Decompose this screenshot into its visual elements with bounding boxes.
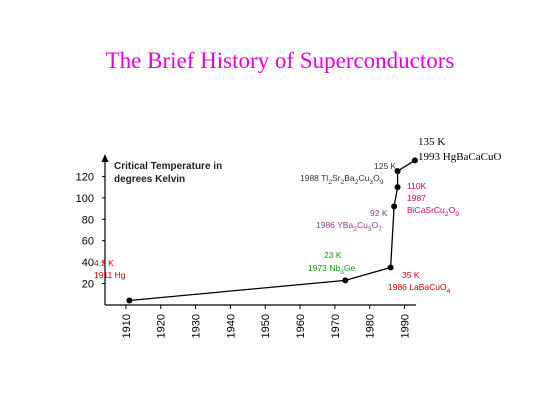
annotation-part: Cu xyxy=(358,173,369,183)
x-tick-label: 1930 xyxy=(191,314,203,338)
annotation-part: O xyxy=(449,205,456,215)
annotation-part: 4 xyxy=(447,288,451,295)
annotation-part: 9 xyxy=(455,211,459,218)
y-axis-arrow xyxy=(101,154,109,162)
x-tick-label: 1910 xyxy=(121,314,133,338)
annotation-part: 1986 YBa xyxy=(316,220,353,230)
annotation: 110K xyxy=(407,181,427,191)
annotation: 1987 xyxy=(407,193,426,203)
annotation-part: 3 xyxy=(340,269,344,276)
annotation-part: O xyxy=(373,173,380,183)
annotation-part: 125 K xyxy=(374,161,397,171)
annotation: BiCaSrCu2O9 xyxy=(407,205,459,218)
annotation-part: Sr xyxy=(332,173,341,183)
annotation-part: 2 xyxy=(353,226,357,233)
annotation-part: 3 xyxy=(368,226,372,233)
axis-label: degrees Kelvin xyxy=(114,174,185,185)
x-tick-label: 1950 xyxy=(260,314,272,338)
annotation-part: 110K xyxy=(407,181,427,191)
annotation-part: 7 xyxy=(378,226,382,233)
y-tick-label: 120 xyxy=(76,171,94,183)
annotation-part: 1987 xyxy=(407,193,426,203)
annotation-part: Ge xyxy=(344,263,356,273)
marker xyxy=(342,277,349,284)
annotation-part: 1973 Nb xyxy=(308,263,340,273)
annotation: 135 K xyxy=(418,136,445,148)
annotation: 1993 HgBaCaCuO xyxy=(418,151,501,163)
y-tick-label: 100 xyxy=(76,193,94,205)
annotation-part: 2 xyxy=(355,179,359,186)
annotation: 125 K xyxy=(374,161,397,171)
x-tick-label: 1980 xyxy=(365,314,377,338)
annotation-part: 4.2 K xyxy=(94,258,114,268)
x-tick-label: 1960 xyxy=(295,314,307,338)
marker xyxy=(394,168,401,175)
y-tick-label: 20 xyxy=(82,279,94,291)
annotation-part: 23 K xyxy=(324,250,342,260)
marker xyxy=(387,264,394,271)
x-tick-label: 1920 xyxy=(156,314,168,338)
annotation-part: 92 K xyxy=(370,208,388,218)
annotation-part: 1986 LaBaCuO xyxy=(388,282,447,292)
marker xyxy=(394,184,401,191)
annotation-part: BiCaSrCu xyxy=(407,205,445,215)
y-tick-label: 80 xyxy=(82,214,94,226)
annotation-part: 2 xyxy=(340,179,344,186)
annotation: 92 K xyxy=(370,208,388,218)
annotation-part: 2 xyxy=(445,211,449,218)
x-tick-label: 1970 xyxy=(330,314,342,338)
y-tick-label: 40 xyxy=(82,257,94,269)
annotation: 23 K xyxy=(324,250,342,260)
marker xyxy=(126,297,133,304)
annotation-part: 2 xyxy=(328,179,332,186)
annotation-part: Ba xyxy=(344,173,355,183)
annotation-part: O xyxy=(372,220,379,230)
axis-label: Critical Temperature in xyxy=(114,161,222,172)
annotation: 1988 Tl2Sr2Ba2Cu3O9 xyxy=(300,173,384,186)
annotation: 1911 Hg xyxy=(94,270,126,280)
annotation-part: 1911 Hg xyxy=(94,270,126,280)
marker xyxy=(412,157,418,164)
annotation: 1986 YBa2Cu3O7 xyxy=(316,220,382,233)
x-tick-label: 1990 xyxy=(400,314,412,338)
chart-title: The Brief History of Superconductors xyxy=(106,48,455,73)
annotation-part: 35 K xyxy=(402,270,420,280)
annotation-part: 1993 HgBaCaCuO xyxy=(418,151,501,163)
annotation-part: Cu xyxy=(357,220,368,230)
annotation-part: 3 xyxy=(369,179,373,186)
marker xyxy=(391,203,398,210)
annotation-part: 1988 Tl xyxy=(300,173,328,183)
annotation: 4.2 K xyxy=(94,258,114,268)
annotation: 35 K xyxy=(402,270,420,280)
y-tick-label: 60 xyxy=(82,236,94,248)
annotation-part: 135 K xyxy=(418,136,445,148)
annotation-part: 9 xyxy=(380,179,384,186)
annotation: 1986 LaBaCuO4 xyxy=(388,282,451,295)
x-tick-label: 1940 xyxy=(225,314,237,338)
annotation: 1973 Nb3Ge xyxy=(308,263,356,276)
